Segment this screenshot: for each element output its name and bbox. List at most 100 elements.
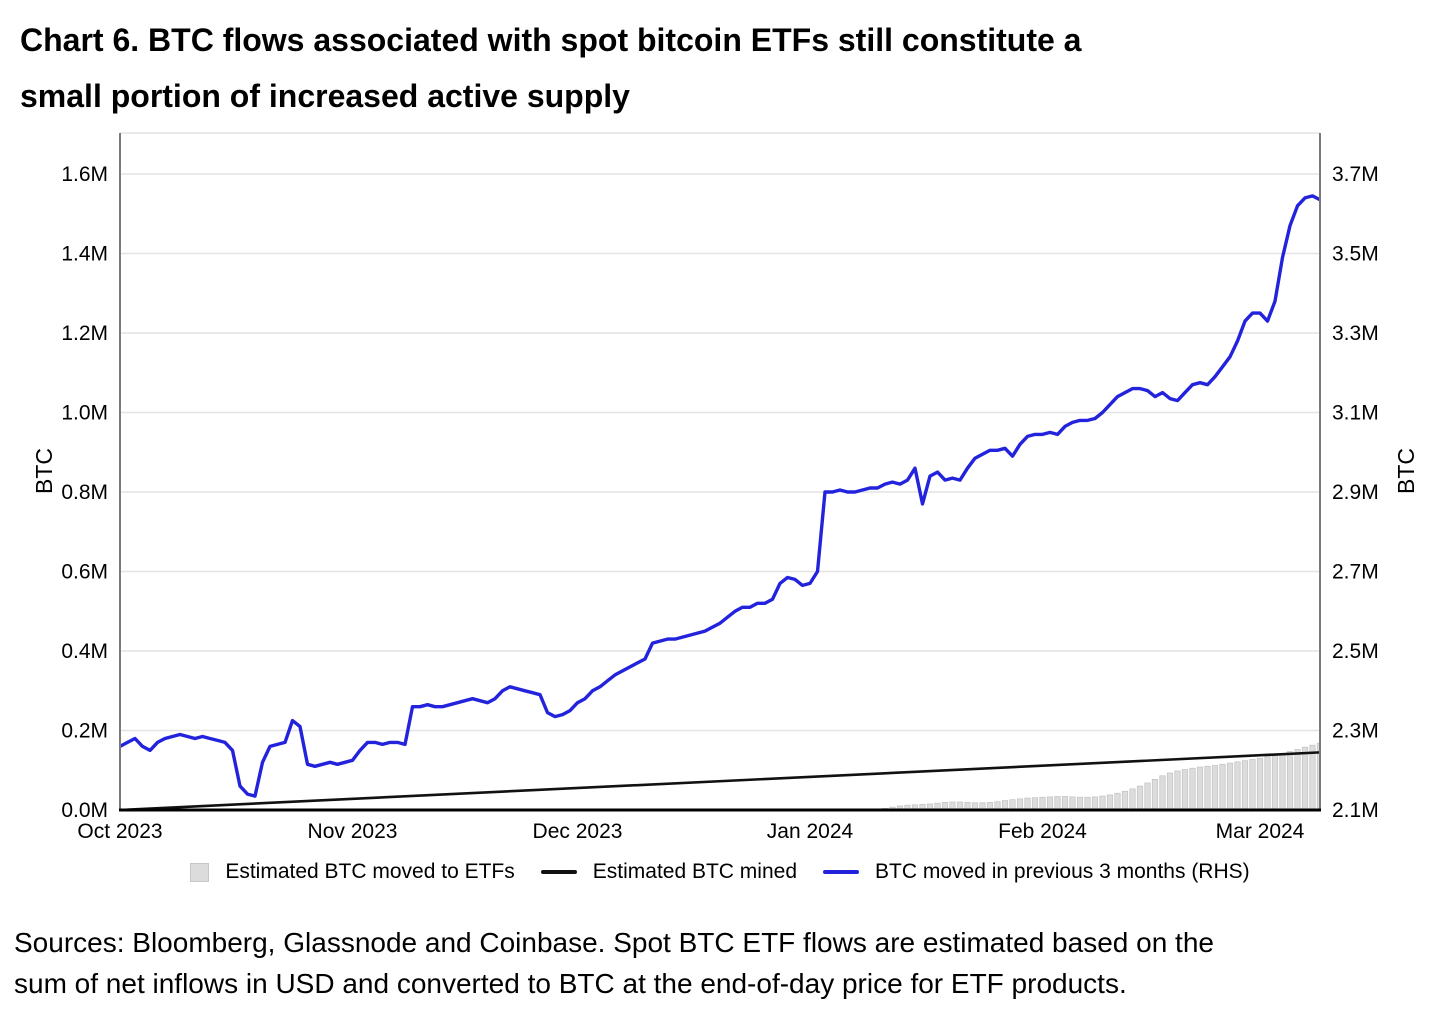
etf-flow-bar — [949, 801, 956, 810]
etf-flow-bar — [1181, 769, 1189, 810]
right-tick-label: 3.5M — [1332, 243, 1379, 266]
etf-flow-bar — [1084, 796, 1091, 810]
sources-line2: sum of net inflows in USD and converted … — [14, 968, 1127, 999]
etf-flow-bar — [1271, 754, 1279, 810]
etf-flow-bar — [1061, 796, 1069, 810]
legend-item-moved: BTC moved in previous 3 months (RHS) — [823, 860, 1250, 884]
x-tick-label: Feb 2024 — [998, 820, 1087, 843]
etf-flow-bar — [1294, 749, 1301, 810]
etf-flow-bar — [1204, 765, 1211, 810]
etf-flow-bar — [1286, 751, 1294, 810]
x-tick-label: Mar 2024 — [1216, 820, 1305, 843]
etf-flow-bar — [1091, 796, 1099, 810]
etf-flow-bar — [1144, 782, 1151, 810]
etf-flow-bar — [1099, 795, 1106, 810]
legend-label: BTC moved in previous 3 months (RHS) — [875, 860, 1250, 883]
etf-flow-bars — [881, 742, 1320, 810]
etf-flow-bar — [986, 802, 994, 810]
chart-canvas: 0.0M 0.2M 0.4M 0.6M 0.8M 1.0M 1.2M 1.4M 1.6M 2.1M… — [31, 132, 1419, 843]
etf-flow-bar — [1279, 753, 1286, 810]
legend-label: Estimated BTC moved to ETFs — [225, 860, 515, 883]
etf-flow-bar — [1241, 760, 1249, 810]
etf-flow-bar — [1106, 794, 1114, 810]
left-tick-label: 0.0M — [61, 799, 108, 822]
chart-title: Chart 6. BTC flows associated with spot … — [20, 12, 1081, 124]
x-axis-tick-labels: Oct 2023 Nov 2023 Dec 2023 Jan 2024 Feb 2024… — [77, 820, 1304, 843]
right-tick-label: 2.7M — [1332, 561, 1379, 584]
right-tick-label: 2.3M — [1332, 720, 1379, 743]
etf-flow-bar — [1174, 770, 1181, 810]
left-tick-label: 1.6M — [61, 163, 108, 186]
left-tick-label: 0.2M — [61, 720, 108, 743]
etf-flow-bar — [1009, 799, 1016, 810]
etf-flow-bar — [1226, 762, 1234, 810]
chart-legend: Estimated BTC moved to ETFs Estimated BT… — [0, 860, 1440, 884]
etf-flow-bar — [896, 805, 904, 810]
etf-flow-bar — [1114, 792, 1121, 810]
sources-line1: Sources: Bloomberg, Glassnode and Coinba… — [14, 927, 1214, 958]
right-tick-label: 3.7M — [1332, 163, 1379, 186]
etf-flow-bar — [934, 802, 941, 810]
chart-title-line1: Chart 6. BTC flows associated with spot … — [20, 22, 1082, 58]
etf-flow-bar — [1309, 744, 1316, 810]
etf-flow-bar — [1039, 796, 1046, 810]
black-line-swatch-icon — [540, 870, 577, 874]
etf-flow-bar — [1219, 763, 1226, 810]
legend-item-etf-bars: Estimated BTC moved to ETFs — [190, 860, 515, 884]
etf-flow-bar — [994, 801, 1001, 810]
left-tick-label: 0.8M — [61, 481, 108, 504]
left-tick-label: 1.0M — [61, 402, 108, 425]
left-tick-label: 1.4M — [61, 243, 108, 266]
etf-flow-bar — [1256, 757, 1264, 810]
x-tick-label: Dec 2023 — [533, 820, 623, 843]
etf-flow-bar — [1129, 788, 1136, 810]
etf-flow-bar — [926, 803, 934, 810]
etf-flow-bar — [1166, 772, 1174, 810]
plot-spines — [119, 133, 1321, 812]
legend-item-mined: Estimated BTC mined — [540, 860, 798, 884]
x-tick-label: Oct 2023 — [77, 820, 162, 843]
gray-square-swatch-icon — [190, 862, 210, 882]
etf-flow-bar — [1016, 798, 1024, 810]
blue-line-swatch-icon — [823, 870, 860, 874]
mined-line — [119, 751, 1321, 812]
etf-flow-bar — [919, 804, 926, 810]
etf-flow-bar — [1264, 756, 1271, 810]
left-tick-label: 0.6M — [61, 561, 108, 584]
etf-flow-bar — [904, 804, 911, 810]
right-axis-tick-labels: 2.1M 2.3M 2.5M 2.7M 2.9M 3.1M 3.3M 3.5M 3.7M — [1332, 163, 1379, 822]
x-tick-label: Jan 2024 — [767, 820, 854, 843]
etf-flow-bar — [1211, 765, 1219, 810]
etf-flow-bar — [941, 802, 949, 810]
btc-moved-line — [120, 194, 1320, 798]
etf-flow-bar — [1196, 766, 1204, 810]
etf-flow-bar — [1001, 800, 1009, 810]
etf-flow-bar — [1316, 742, 1320, 810]
etf-flow-bar — [1159, 775, 1166, 810]
etf-flow-bar — [1249, 759, 1256, 810]
left-tick-label: 1.2M — [61, 322, 108, 345]
etf-flow-bar — [1031, 797, 1039, 810]
right-tick-label: 2.9M — [1332, 481, 1379, 504]
right-tick-label: 3.3M — [1332, 322, 1379, 345]
left-axis-title: BTC — [31, 448, 57, 494]
etf-flow-bar — [1046, 796, 1054, 810]
etf-flow-bar — [1069, 796, 1076, 810]
x-tick-label: Nov 2023 — [308, 820, 398, 843]
sources-note: Sources: Bloomberg, Glassnode and Coinba… — [14, 922, 1214, 1004]
etf-flow-bar — [1136, 785, 1144, 810]
etf-flow-bar — [1121, 790, 1129, 810]
right-tick-label: 2.1M — [1332, 799, 1379, 822]
right-axis-title: BTC — [1393, 448, 1419, 494]
etf-flow-bar — [1076, 796, 1084, 810]
etf-flow-bar — [1024, 797, 1031, 810]
etf-flow-bar — [964, 802, 971, 810]
legend-label: Estimated BTC mined — [592, 860, 798, 883]
grid-lines — [120, 132, 1320, 732]
etf-flow-bar — [1301, 746, 1309, 810]
right-tick-label: 2.5M — [1332, 640, 1379, 663]
chart-title-line2: small portion of increased active supply — [20, 78, 630, 114]
etf-flow-bar — [1151, 779, 1159, 810]
right-tick-label: 3.1M — [1332, 402, 1379, 425]
etf-flow-bar — [956, 801, 964, 810]
